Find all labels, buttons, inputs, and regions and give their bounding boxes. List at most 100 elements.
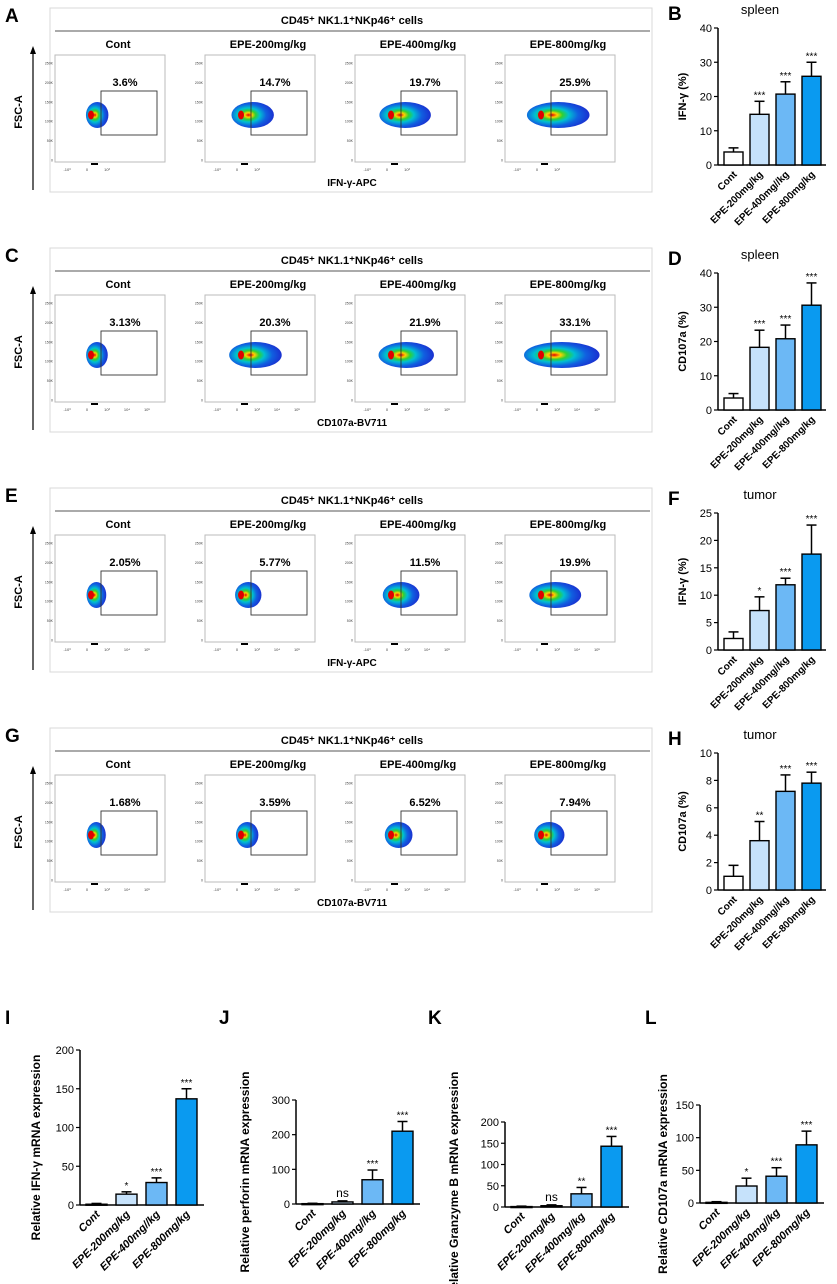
density-peak bbox=[538, 110, 544, 120]
plot-title: EPE-400mg/kg bbox=[380, 279, 456, 291]
gate-rectangle[interactable] bbox=[100, 330, 158, 376]
gate-rectangle[interactable] bbox=[550, 810, 608, 856]
x-tick-label: -10³ bbox=[513, 647, 521, 652]
y-tick-label: 100K bbox=[195, 120, 204, 124]
flow-plot: Cont 250K 200K 150K 100K 50K 0 -10³ 0 10³ 10⁴ 10⁵ 2.… bbox=[45, 519, 166, 652]
x-tick-label: 10⁴ bbox=[424, 407, 430, 412]
bar bbox=[749, 609, 770, 651]
bar bbox=[795, 1144, 818, 1204]
x-tick-label: 10³ bbox=[104, 167, 110, 172]
x-tick-label: 10³ bbox=[254, 887, 260, 892]
x-tick-label: 10⁵ bbox=[294, 647, 300, 652]
gate-rectangle[interactable] bbox=[400, 90, 458, 136]
y-tick-label: 0 bbox=[501, 159, 503, 163]
plot-title: EPE-400mg/kg bbox=[380, 39, 456, 51]
gate-rectangle[interactable] bbox=[250, 810, 308, 856]
gate-rectangle[interactable] bbox=[250, 90, 308, 136]
y-tick-label: 0 bbox=[351, 159, 353, 163]
panel-header: CD45⁺ NK1.1⁺NKp46⁺ cells bbox=[281, 495, 423, 507]
gate-percentage: 14.7% bbox=[259, 77, 290, 89]
x-tick-label: 10⁵ bbox=[594, 647, 600, 652]
y-tick-label: 200K bbox=[45, 801, 54, 805]
flow-plot: EPE-200mg/kg 250K 200K 150K 100K 50K 0 -10³ 0 10³… bbox=[195, 759, 316, 892]
bar bbox=[85, 1203, 108, 1206]
x-tick-label: 10⁴ bbox=[574, 647, 580, 652]
significance-label: *** bbox=[754, 90, 766, 101]
y-tick-label: 200K bbox=[45, 561, 54, 565]
bar bbox=[723, 637, 744, 651]
plot-title: Cont bbox=[105, 759, 130, 771]
y-tick-label: 50K bbox=[47, 619, 54, 623]
y-tick-label: 20 bbox=[700, 337, 712, 349]
significance-label: ** bbox=[756, 811, 764, 822]
density-peak bbox=[88, 110, 94, 120]
gate-rectangle[interactable] bbox=[550, 330, 608, 376]
plot-frame bbox=[54, 54, 166, 163]
density-population bbox=[235, 582, 262, 608]
density-population bbox=[229, 342, 282, 368]
gate-rectangle[interactable] bbox=[550, 90, 608, 136]
y-tick-label: 50K bbox=[197, 859, 204, 863]
y-tick-label: 200K bbox=[345, 81, 354, 85]
arrow-head-icon bbox=[30, 526, 36, 534]
x-tick-label: 10³ bbox=[104, 887, 110, 892]
gate-rectangle[interactable] bbox=[100, 90, 158, 136]
y-tick-label: 250K bbox=[195, 62, 204, 66]
chart-title: spleen bbox=[741, 2, 779, 17]
flow-panel-C: C CD45⁺ NK1.1⁺NKp46⁺ cells FSC-A CD107a-BV7… bbox=[5, 246, 653, 433]
y-tick-label: 0 bbox=[201, 159, 203, 163]
density-peak bbox=[238, 830, 244, 840]
significance-label: *** bbox=[367, 1159, 379, 1170]
density-peak bbox=[238, 350, 244, 360]
y-tick-label: 250K bbox=[195, 302, 204, 306]
x-tick-label: 10³ bbox=[554, 407, 560, 412]
plot-frame bbox=[204, 774, 316, 883]
y-tick-label: 200 bbox=[272, 1130, 290, 1142]
x-tick-label: 0 bbox=[386, 647, 389, 652]
gate-rectangle[interactable] bbox=[400, 570, 458, 616]
gate-percentage: 7.94% bbox=[559, 797, 590, 809]
x-tick-label: -10³ bbox=[63, 407, 71, 412]
y-tick-label: 0 bbox=[68, 1200, 74, 1212]
panel-letter: F bbox=[668, 489, 680, 510]
y-tick-label: 250K bbox=[495, 302, 504, 306]
x-tick-label: 0 bbox=[86, 167, 89, 172]
plot-frame bbox=[54, 534, 166, 643]
x-tick-label: 0 bbox=[536, 647, 539, 652]
bar bbox=[723, 397, 744, 411]
y-tick-label: 100K bbox=[45, 600, 54, 604]
bar bbox=[175, 1098, 198, 1206]
x-tick-label: 10⁵ bbox=[144, 647, 150, 652]
x-tick-label: 10⁴ bbox=[124, 407, 130, 412]
x-tick-label: 10³ bbox=[254, 647, 260, 652]
density-population bbox=[231, 102, 274, 128]
x-tick-label: 10⁵ bbox=[594, 887, 600, 892]
y-tick-label: 6 bbox=[706, 803, 712, 815]
y-tick-label: 0 bbox=[284, 1199, 290, 1211]
y-tick-label: 100K bbox=[45, 120, 54, 124]
x-tick-label: -10³ bbox=[363, 407, 371, 412]
axis-marker bbox=[241, 163, 248, 165]
y-tick-label: 0 bbox=[706, 645, 712, 657]
chart-title: tumor bbox=[743, 487, 777, 502]
y-tick-label: 30 bbox=[700, 302, 712, 314]
gate-rectangle[interactable] bbox=[100, 570, 158, 616]
gate-rectangle[interactable] bbox=[550, 570, 608, 616]
density-population bbox=[86, 342, 108, 368]
significance-label: ns bbox=[336, 1186, 349, 1200]
y-tick-label: 100K bbox=[345, 600, 354, 604]
gate-rectangle[interactable] bbox=[250, 570, 308, 616]
y-tick-label: 0 bbox=[51, 159, 53, 163]
y-tick-label: 200K bbox=[495, 561, 504, 565]
x-tick-label: 0 bbox=[86, 407, 89, 412]
gate-rectangle[interactable] bbox=[400, 810, 458, 856]
gate-rectangle[interactable] bbox=[250, 330, 308, 376]
flow-panel-G: G CD45⁺ NK1.1⁺NKp46⁺ cells FSC-A CD107a-BV7… bbox=[5, 726, 653, 913]
x-tick-label: 10⁴ bbox=[274, 407, 280, 412]
bar-chart-I: I Relative IFN-γ mRNA expression 0 50 100 150… bbox=[5, 1008, 204, 1273]
gate-rectangle[interactable] bbox=[100, 810, 158, 856]
bar bbox=[749, 839, 770, 891]
panel-frame bbox=[49, 247, 653, 433]
gate-rectangle[interactable] bbox=[400, 330, 458, 376]
